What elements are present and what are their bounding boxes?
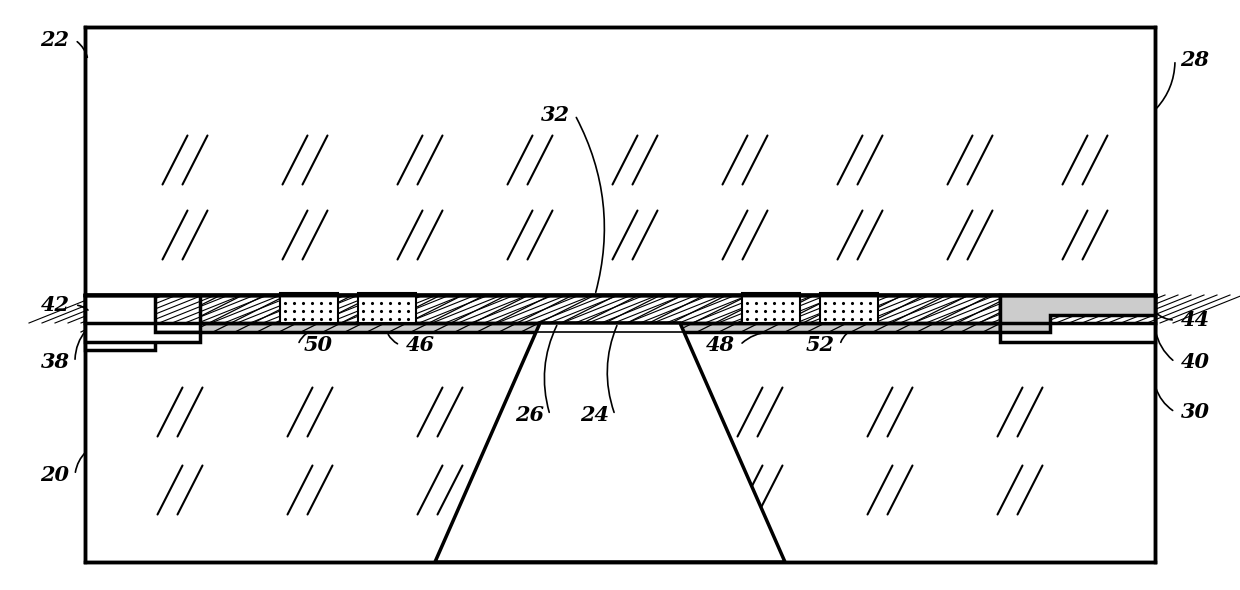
Text: 42: 42 <box>41 295 69 315</box>
Bar <box>742 293 800 323</box>
Text: 50: 50 <box>304 335 332 355</box>
Bar <box>86 295 1154 323</box>
Polygon shape <box>86 295 200 342</box>
Text: 20: 20 <box>41 465 69 485</box>
Text: 52: 52 <box>806 335 835 355</box>
Bar <box>86 295 1154 562</box>
Text: 32: 32 <box>541 105 569 125</box>
Text: 46: 46 <box>405 335 434 355</box>
Bar <box>280 293 339 323</box>
Text: 22: 22 <box>41 30 69 50</box>
Text: 38: 38 <box>41 352 69 372</box>
Bar <box>999 295 1154 342</box>
Text: 30: 30 <box>1180 402 1209 422</box>
Text: 40: 40 <box>1180 352 1209 372</box>
Polygon shape <box>435 323 785 562</box>
Text: 48: 48 <box>706 335 734 355</box>
Bar <box>155 295 999 332</box>
Text: 28: 28 <box>1180 50 1209 70</box>
Text: 44: 44 <box>1180 310 1209 330</box>
Polygon shape <box>999 295 1154 332</box>
Bar <box>358 293 415 323</box>
Text: 24: 24 <box>580 405 610 425</box>
Text: 26: 26 <box>516 405 544 425</box>
Bar <box>820 293 878 323</box>
Bar <box>86 27 1154 295</box>
Polygon shape <box>86 295 200 350</box>
